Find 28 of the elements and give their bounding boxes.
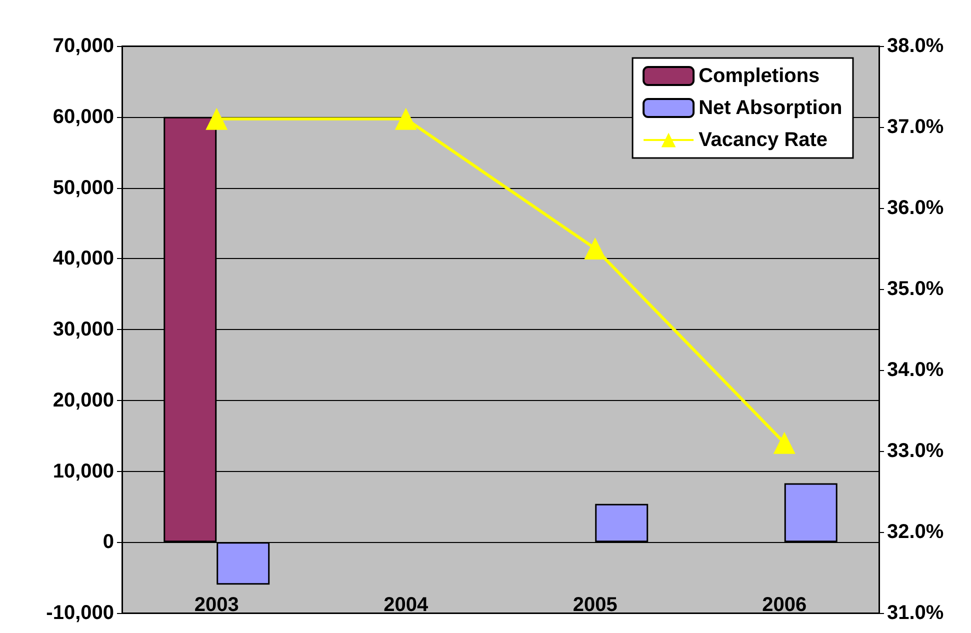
legend-label: Completions <box>698 65 820 87</box>
point <box>773 432 796 454</box>
x-tick-label: 2005 <box>572 594 618 616</box>
point <box>206 108 228 130</box>
y2-tick-label: 33.0% <box>887 440 944 462</box>
legend-label: Vacancy Rate <box>698 129 828 151</box>
y-tick-label: 30,000 <box>52 318 114 340</box>
y2-tick-label: 34.0% <box>887 359 944 381</box>
y2-tick-label: 37.0% <box>887 116 944 138</box>
y-tick-label: 50,000 <box>52 176 114 199</box>
legend-label: Net Absorption <box>698 97 842 119</box>
y2-tick-label: 31.0% <box>887 602 944 624</box>
y-tick-label: 70,000 <box>52 35 114 57</box>
y-tick-label: 60,000 <box>52 106 114 128</box>
y-tick-label: 40,000 <box>52 248 114 270</box>
y2-tick-label: 38.0% <box>887 35 944 57</box>
y-tick-label: 0 <box>102 531 114 554</box>
x-tick-label: 2004 <box>384 594 429 616</box>
y-tick-label: 20,000 <box>52 389 114 412</box>
point <box>394 108 417 130</box>
y2-tick-label: 35.0% <box>887 278 944 300</box>
y-tick-label: -10,000 <box>46 602 114 624</box>
point <box>584 238 606 260</box>
y2-tick-label: 36.0% <box>887 197 944 219</box>
y-tick-label: 10,000 <box>52 460 114 482</box>
y2-tick-label: 32.0% <box>887 521 944 543</box>
x-tick-label: 2003 <box>194 594 239 616</box>
x-tick-label: 2006 <box>762 594 807 616</box>
